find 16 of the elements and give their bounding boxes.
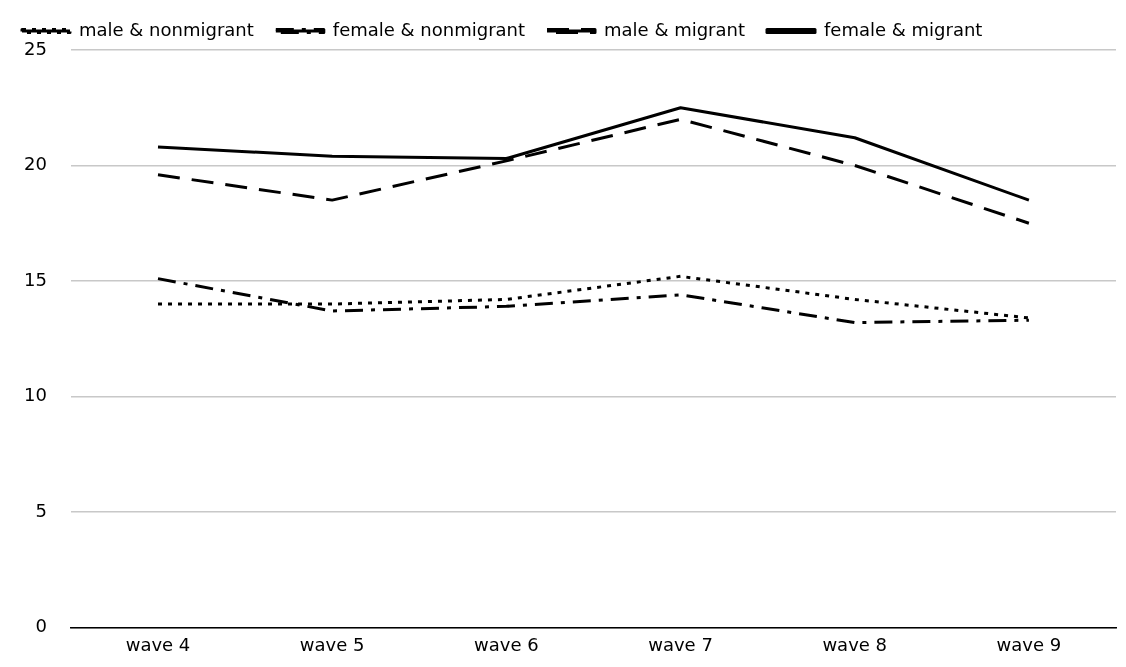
legend-label: male & migrant (604, 18, 746, 40)
y-tick-label: 5 (35, 499, 47, 521)
x-tick-label: wave 6 (474, 633, 539, 655)
x-tick-label: wave 9 (996, 633, 1062, 655)
y-tick-label: 0 (35, 615, 47, 637)
legend-label: male & nonmigrant (79, 18, 254, 40)
legend-label: female & migrant (824, 18, 983, 40)
x-tick-label: wave 4 (125, 633, 191, 655)
x-tick-label: wave 7 (648, 633, 713, 655)
x-tick-label: wave 5 (299, 633, 365, 655)
legend-label: female & nonmigrant (332, 18, 526, 40)
x-tick-label: wave 8 (822, 633, 888, 655)
y-tick-label: 20 (24, 153, 47, 175)
y-tick-label: 10 (24, 384, 47, 406)
y-tick-label: 25 (24, 37, 47, 59)
y-tick-label: 15 (24, 268, 47, 290)
